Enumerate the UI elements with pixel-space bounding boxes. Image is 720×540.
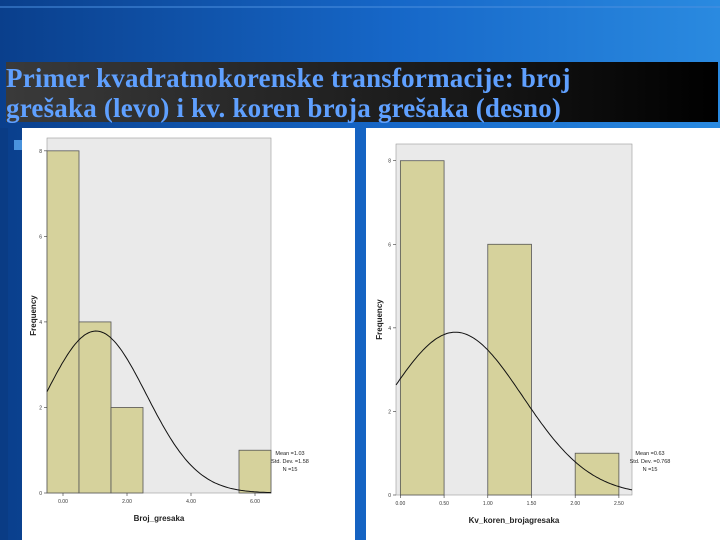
right-histogram-panel: 0.00 0.50 1.00 1.50 2.00 2.50 0 2 4 6 8 Kv_koren_br… (366, 128, 720, 540)
y-axis-title: Frequency (375, 299, 384, 340)
x-tick-label: 0.00 (58, 499, 68, 505)
x-axis-title: Kv_koren_brojagresaka (469, 516, 560, 525)
y-axis-title: Frequency (29, 295, 38, 336)
histogram-bar-1 (399, 160, 445, 496)
stats-line-1: Mean =1.03 (275, 451, 304, 457)
y-tick-label: 0 (388, 493, 391, 499)
stats-line-2: Std. Dev. =0.768 (630, 459, 671, 465)
stats-line-3: N =15 (283, 467, 298, 473)
histogram-bar-3 (110, 407, 144, 494)
y-tick-label: 2 (388, 409, 391, 415)
stats-line-3: N =15 (643, 467, 658, 473)
x-tick-label: 0.00 (396, 501, 406, 507)
x-tick-label: 2.00 (570, 501, 580, 507)
histogram-broj-gresaka: 0.00 2.00 4.00 6.00 0 2 4 6 8 Broj_gresaka Frequen… (29, 137, 309, 523)
x-tick-label: 6.00 (250, 499, 260, 505)
slide-title-line-1: Primer kvadratnokorenske transformacije:… (6, 63, 571, 93)
stats-line-1: Mean =0.63 (635, 451, 664, 457)
x-tick-label: 2.50 (614, 501, 624, 507)
stats-line-2: Std. Dev. =1.58 (271, 459, 309, 465)
slide-title-bar (6, 62, 718, 122)
y-tick-label: 4 (39, 320, 42, 326)
y-tick-label: 8 (388, 159, 391, 165)
x-tick-label: 1.50 (527, 501, 537, 507)
y-tick-label: 4 (388, 326, 391, 332)
x-tick-label: 0.50 (439, 501, 449, 507)
left-histogram-panel: 0.00 2.00 4.00 6.00 0 2 4 6 8 Broj_gresaka Frequen… (22, 128, 355, 540)
histogram-bar-3 (574, 452, 620, 496)
x-tick-label: 2.00 (122, 499, 132, 505)
histogram-bar-2 (78, 321, 112, 494)
y-tick-label: 2 (39, 405, 42, 411)
y-tick-label: 8 (39, 149, 42, 155)
slide-title-line-2: grešaka (levo) i kv. koren broja grešaka… (6, 93, 562, 123)
y-tick-label: 6 (388, 242, 391, 248)
normal-curve (395, 331, 633, 491)
x-axis-title: Broj_gresaka (134, 514, 185, 523)
x-tick-label: 4.00 (186, 499, 196, 505)
histogram-kv-koren-broja-gresaka: 0.00 0.50 1.00 1.50 2.00 2.50 0 2 4 6 8 Kv_koren_br… (375, 143, 671, 525)
histogram-bar-2 (487, 243, 532, 496)
x-tick-label: 1.00 (483, 501, 493, 507)
y-tick-label: 6 (39, 234, 42, 240)
y-tick-label: 0 (39, 491, 42, 497)
histogram-bar-4 (238, 449, 272, 494)
normal-curve (46, 330, 272, 494)
histogram-bar-1 (46, 150, 80, 494)
